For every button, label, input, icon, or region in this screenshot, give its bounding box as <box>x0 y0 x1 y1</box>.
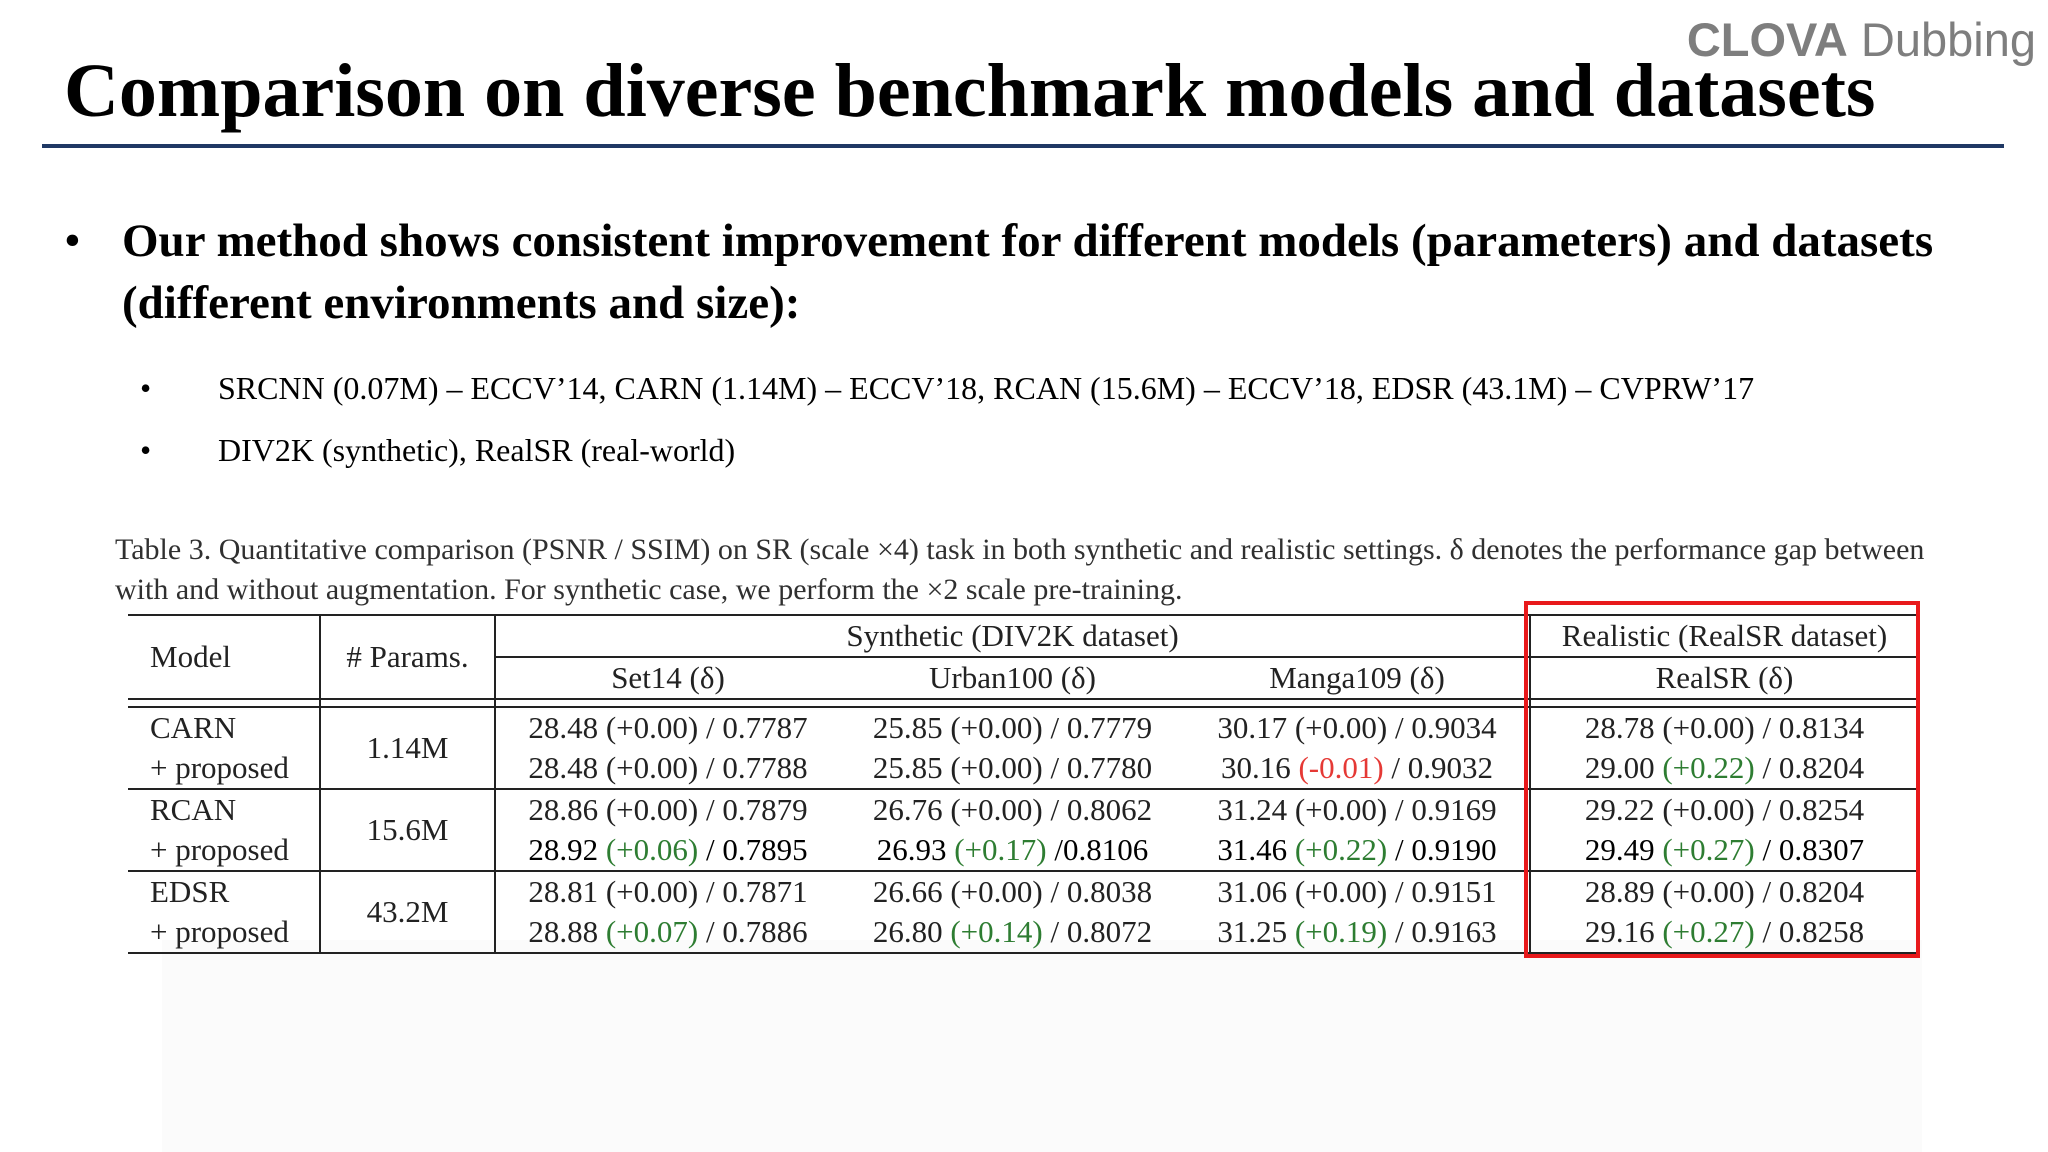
brand-part-clova: CLOVA <box>1686 13 1848 66</box>
param-count: 43.2M <box>319 870 495 954</box>
header-realistic: Realistic (RealSR dataset) <box>1529 614 1918 658</box>
cell-manga109: 30.17 (+0.00) / 0.9034 <box>1185 706 1530 748</box>
sub-bullet-2: • DIV2K (synthetic), RealSR (real-world) <box>140 432 735 469</box>
cell-urban100: 26.66 (+0.00) / 0.8038 <box>840 870 1185 912</box>
header-synthetic: Synthetic (DIV2K dataset) <box>494 614 1530 658</box>
header-realsr: RealSR (δ) <box>1529 657 1918 699</box>
sub-bullet-dot: • <box>140 370 152 406</box>
cell-realsr: 28.89 (+0.00) / 0.8204 <box>1529 870 1918 912</box>
main-bullet-dot: • <box>64 214 81 267</box>
cell-manga109: 31.24 (+0.00) / 0.9169 <box>1185 788 1530 830</box>
table-caption: Table 3. Quantitative comparison (PSNR /… <box>115 533 1925 606</box>
cell-realsr: 29.16 (+0.27) / 0.8258 <box>1529 912 1918 954</box>
cell-urban100: 26.80 (+0.14) / 0.8072 <box>840 912 1185 954</box>
header-model: Model <box>128 614 320 699</box>
model-name: RCAN <box>128 788 320 830</box>
model-name: CARN <box>128 706 320 748</box>
cell-urban100: 25.85 (+0.00) / 0.7779 <box>840 706 1185 748</box>
cell-manga109: 31.06 (+0.00) / 0.9151 <box>1185 870 1530 912</box>
cell-set14: 28.92 (+0.06) / 0.7895 <box>494 830 840 871</box>
cell-realsr: 29.49 (+0.27) / 0.8307 <box>1529 830 1918 871</box>
param-count: 15.6M <box>319 788 495 871</box>
cell-set14: 28.81 (+0.00) / 0.7871 <box>494 870 840 912</box>
table-row: EDSR 43.2M 28.81 (+0.00) / 0.7871 26.66 … <box>128 870 1918 954</box>
sub-bullet-text: DIV2K (synthetic), RealSR (real-world) <box>218 432 736 468</box>
cell-set14: 28.48 (+0.00) / 0.7787 <box>494 706 840 748</box>
header-params: # Params. <box>319 614 495 699</box>
cell-manga109: 30.16 (-0.01) / 0.9032 <box>1220 750 1494 785</box>
cell-urban100: 26.76 (+0.00) / 0.8062 <box>840 788 1185 830</box>
cell-set14: 28.48 (+0.00) / 0.7788 <box>494 748 840 789</box>
sub-bullet-text: SRCNN (0.07M) – ECCV’14, CARN (1.14M) – … <box>218 370 1755 406</box>
figure-background <box>162 940 1922 1152</box>
brand-part-dubbing: Dubbing <box>1860 13 2036 66</box>
clova-dubbing-logo: CLOVA Dubbing <box>1687 12 2036 67</box>
header-urban100: Urban100 (δ) <box>929 660 1096 695</box>
sub-bullet-1: • SRCNN (0.07M) – ECCV’14, CARN (1.14M) –… <box>140 370 1754 407</box>
cell-realsr: 29.22 (+0.00) / 0.8254 <box>1529 788 1918 830</box>
table-row: + proposed 28.48 (+0.00) / 0.7788 25.85 … <box>128 748 1918 789</box>
table-row: CARN 1.14M 28.48 (+0.00) / 0.7787 25.85 … <box>128 706 1918 789</box>
header-manga109: Manga109 (δ) <box>1269 660 1445 695</box>
cell-manga109: 31.25 (+0.19) / 0.9163 <box>1185 912 1530 954</box>
results-table: Model # Params. Synthetic (DIV2K dataset… <box>128 614 1918 954</box>
proposed-label: + proposed <box>150 832 289 867</box>
param-count: 1.14M <box>319 706 495 789</box>
proposed-label: + proposed <box>150 750 289 785</box>
cell-set14: 28.88 (+0.07) / 0.7886 <box>494 912 840 954</box>
header-set14: Set14 (δ) <box>494 657 840 699</box>
cell-set14: 28.86 (+0.00) / 0.7879 <box>494 788 840 830</box>
model-name: EDSR <box>128 870 320 912</box>
realistic-highlight-box <box>1524 601 1920 958</box>
cell-urban100: 26.93 (+0.17) /0.8106 <box>876 832 1149 867</box>
table-row: + proposed 28.88 (+0.07) / 0.7886 26.80 … <box>128 912 1918 954</box>
proposed-label: + proposed <box>128 912 320 954</box>
cell-urban100: 25.85 (+0.00) / 0.7780 <box>872 750 1153 785</box>
cell-manga109: 31.46 (+0.22) / 0.9190 <box>1217 832 1497 867</box>
table-row: RCAN 15.6M 28.86 (+0.00) / 0.7879 26.76 … <box>128 788 1918 871</box>
cell-realsr: 29.00 (+0.22) / 0.8204 <box>1529 748 1918 789</box>
cell-realsr: 28.78 (+0.00) / 0.8134 <box>1529 706 1918 748</box>
sub-bullet-dot: • <box>140 432 152 468</box>
slide-title: Comparison on diverse benchmark models a… <box>64 49 1876 133</box>
table-row: + proposed 28.92 (+0.06) / 0.7895 26.93 … <box>128 830 1918 871</box>
title-underline <box>42 144 2004 148</box>
main-bullet-text: Our method shows consistent improvement … <box>122 215 1934 329</box>
